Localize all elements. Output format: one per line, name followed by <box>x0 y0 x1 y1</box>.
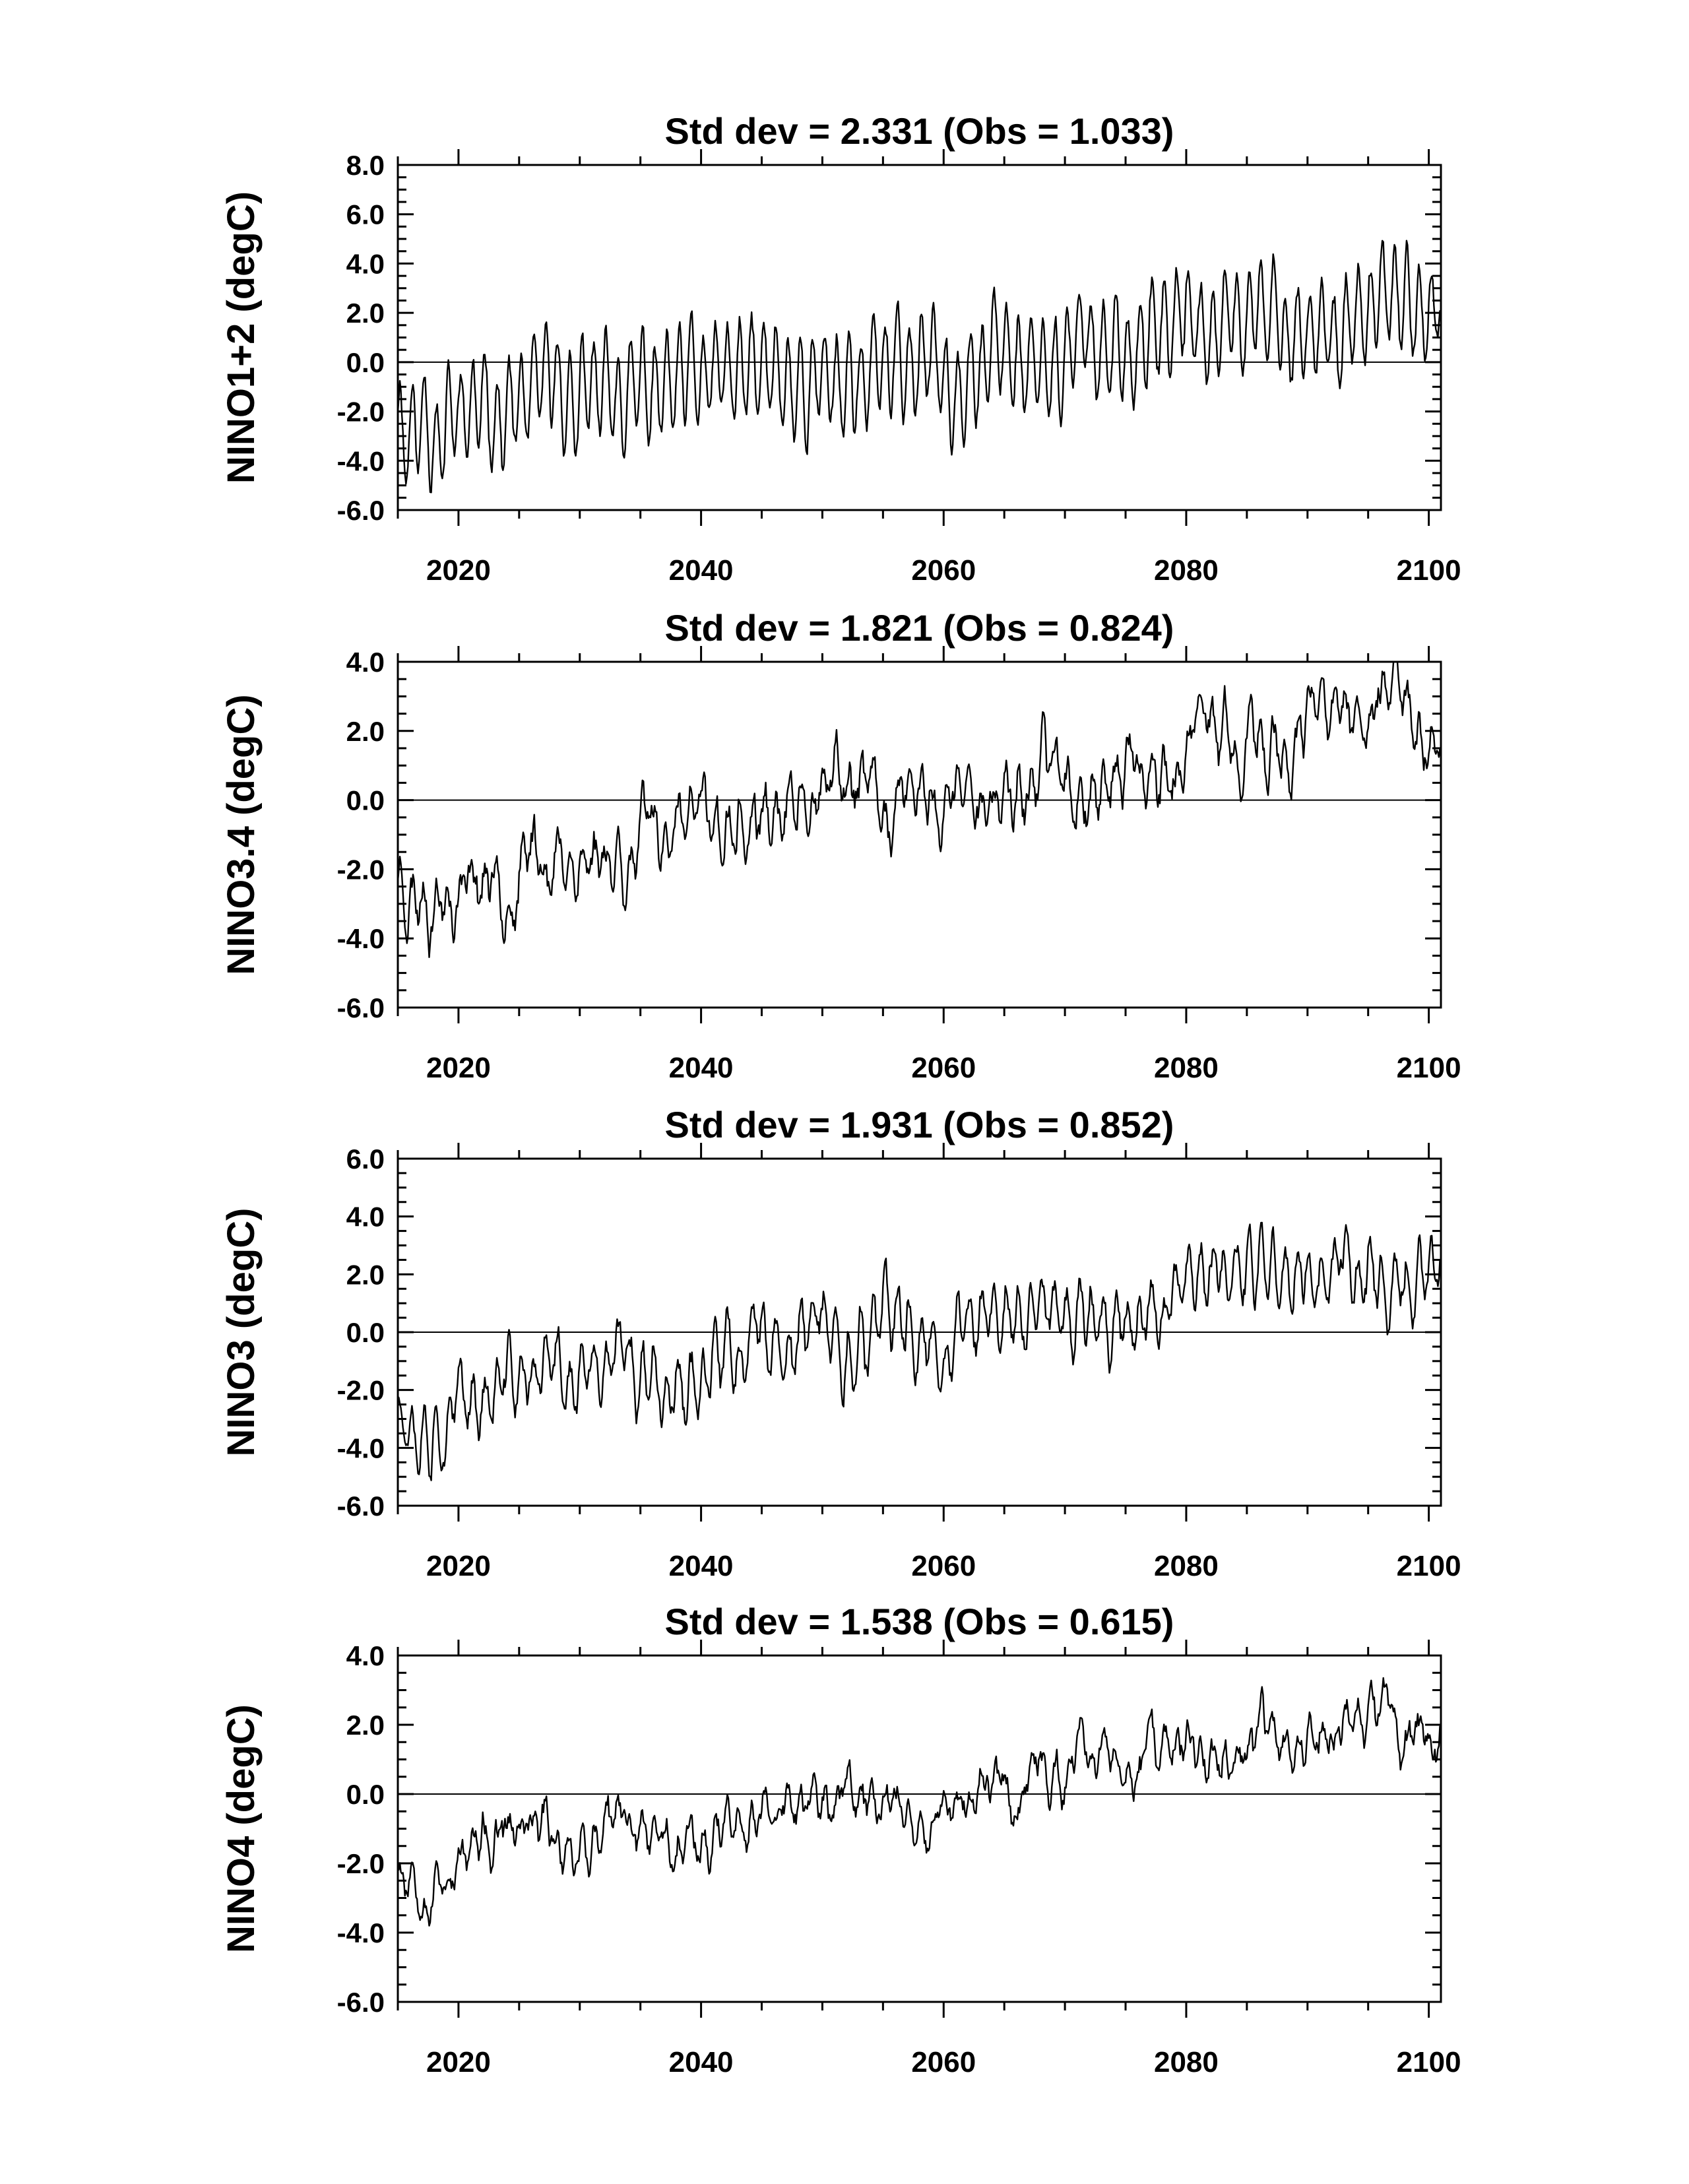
series-line <box>397 660 1441 958</box>
panel-title: Std dev = 1.931 (Obs = 0.852) <box>665 1104 1174 1145</box>
y-tick-label: -6.0 <box>337 495 385 526</box>
y-tick-label: -4.0 <box>337 1917 385 1948</box>
x-tick-label: 2060 <box>911 1052 976 1084</box>
series-line <box>397 1221 1441 1481</box>
y-tick-label: 4.0 <box>346 248 385 279</box>
x-tick-label: 2040 <box>669 554 734 587</box>
y-tick-label: 6.0 <box>346 199 385 230</box>
x-tick-label: 2100 <box>1397 1052 1461 1084</box>
y-tick-label: -2.0 <box>337 1848 385 1879</box>
y-tick-label: -6.0 <box>337 992 385 1023</box>
plot-frame <box>397 660 1442 1009</box>
y-tick-label: -6.0 <box>337 1491 385 1522</box>
panel-title: Std dev = 1.538 (Obs = 0.615) <box>665 1601 1174 1642</box>
x-tick-label: 2040 <box>669 1052 734 1084</box>
y-tick-label: 0.0 <box>346 347 385 378</box>
y-tick-label: 0.0 <box>346 1317 385 1348</box>
x-tick-label: 2040 <box>669 2046 734 2078</box>
y-tick-label: 2.0 <box>346 298 385 329</box>
panel-nino3: Std dev = 1.931 (Obs = 0.852) NINO3 (degC… <box>220 1104 1461 1582</box>
plot-frame <box>397 1654 1442 2003</box>
y-tick-label: -2.0 <box>337 1375 385 1406</box>
x-tick-label: 2040 <box>669 1550 734 1582</box>
x-tick-label: 2020 <box>426 554 491 587</box>
x-tick-label: 2020 <box>426 1550 491 1582</box>
panel-title: Std dev = 1.821 (Obs = 0.824) <box>665 607 1174 649</box>
panel-nino4: Std dev = 1.538 (Obs = 0.615) NINO4 (degC… <box>220 1601 1461 2078</box>
x-tick-label: 2080 <box>1154 2046 1219 2078</box>
y-axis-label: NINO4 (degC) <box>220 1704 263 1953</box>
y-tick-label: -4.0 <box>337 1432 385 1463</box>
panel-nino12: Std dev = 2.331 (Obs = 1.033) NINO1+2 (de… <box>220 110 1461 587</box>
y-tick-label: -4.0 <box>337 923 385 954</box>
y-tick-label: 2.0 <box>346 716 385 747</box>
y-tick-label: 6.0 <box>346 1143 385 1174</box>
series-line <box>397 1677 1441 1927</box>
panel-nino34: Std dev = 1.821 (Obs = 0.824) NINO3.4 (de… <box>220 607 1461 1084</box>
x-tick-label: 2100 <box>1397 1550 1461 1582</box>
y-tick-label: 0.0 <box>346 785 385 816</box>
series-line <box>397 240 1441 494</box>
y-tick-label: 4.0 <box>346 1640 385 1671</box>
y-tick-label: 0.0 <box>346 1779 385 1810</box>
y-tick-label: 8.0 <box>346 150 385 181</box>
x-tick-label: 2080 <box>1154 554 1219 587</box>
x-tick-label: 2060 <box>911 554 976 587</box>
x-tick-label: 2060 <box>911 2046 976 2078</box>
x-tick-label: 2020 <box>426 1052 491 1084</box>
y-tick-label: 4.0 <box>346 1202 385 1233</box>
y-axis-label: NINO3.4 (degC) <box>220 694 263 975</box>
y-tick-label: 2.0 <box>346 1259 385 1290</box>
y-tick-label: -6.0 <box>337 1987 385 2018</box>
y-axis-label: NINO1+2 (degC) <box>220 191 263 484</box>
y-tick-label: -2.0 <box>337 854 385 885</box>
x-tick-label: 2080 <box>1154 1052 1219 1084</box>
y-tick-label: 2.0 <box>346 1710 385 1741</box>
x-tick-label: 2060 <box>911 1550 976 1582</box>
y-tick-label: 4.0 <box>346 647 385 678</box>
y-tick-label: -4.0 <box>337 445 385 476</box>
x-tick-label: 2080 <box>1154 1550 1219 1582</box>
y-tick-label: -2.0 <box>337 397 385 428</box>
x-tick-label: 2100 <box>1397 554 1461 587</box>
x-tick-label: 2100 <box>1397 2046 1461 2078</box>
y-axis-label: NINO3 (degC) <box>220 1208 263 1457</box>
panel-title: Std dev = 2.331 (Obs = 1.033) <box>665 110 1174 152</box>
x-tick-label: 2020 <box>426 2046 491 2078</box>
